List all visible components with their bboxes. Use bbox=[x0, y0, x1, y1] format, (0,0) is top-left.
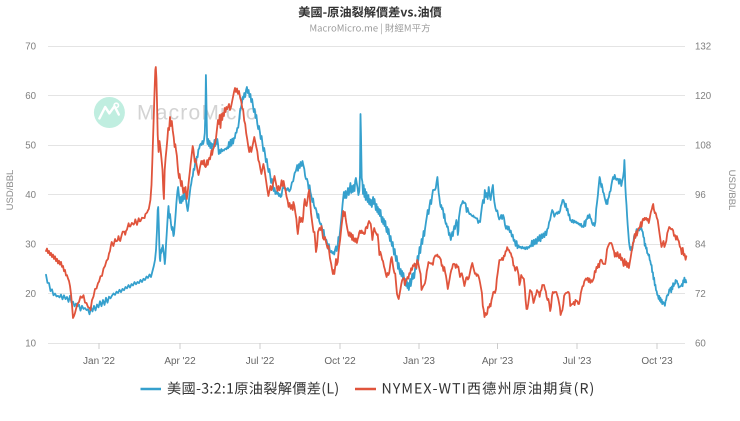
svg-text:Oct '23: Oct '23 bbox=[641, 356, 673, 367]
svg-text:Apr '22: Apr '22 bbox=[164, 356, 196, 367]
svg-text:96: 96 bbox=[695, 190, 706, 201]
svg-text:10: 10 bbox=[25, 339, 36, 350]
svg-text:Jan '23: Jan '23 bbox=[403, 356, 435, 367]
svg-text:132: 132 bbox=[695, 42, 711, 53]
svg-text:Jul '23: Jul '23 bbox=[563, 356, 592, 367]
svg-text:84: 84 bbox=[695, 240, 706, 251]
svg-text:40: 40 bbox=[25, 190, 36, 201]
svg-text:USD/BBL: USD/BBL bbox=[726, 170, 737, 211]
svg-text:Jul '22: Jul '22 bbox=[246, 356, 275, 367]
svg-text:50: 50 bbox=[25, 141, 36, 152]
svg-text:Oct '22: Oct '22 bbox=[324, 356, 356, 367]
svg-text:30: 30 bbox=[25, 240, 36, 251]
svg-text:72: 72 bbox=[695, 289, 706, 300]
svg-text:Apr '23: Apr '23 bbox=[482, 356, 514, 367]
svg-text:USD/BBL: USD/BBL bbox=[5, 170, 16, 211]
svg-text:70: 70 bbox=[25, 42, 36, 53]
svg-text:108: 108 bbox=[695, 141, 711, 152]
svg-text:Jan '22: Jan '22 bbox=[83, 356, 115, 367]
svg-text:120: 120 bbox=[695, 91, 712, 102]
svg-text:20: 20 bbox=[25, 289, 36, 300]
svg-text:60: 60 bbox=[25, 91, 36, 102]
svg-text:60: 60 bbox=[695, 339, 706, 350]
